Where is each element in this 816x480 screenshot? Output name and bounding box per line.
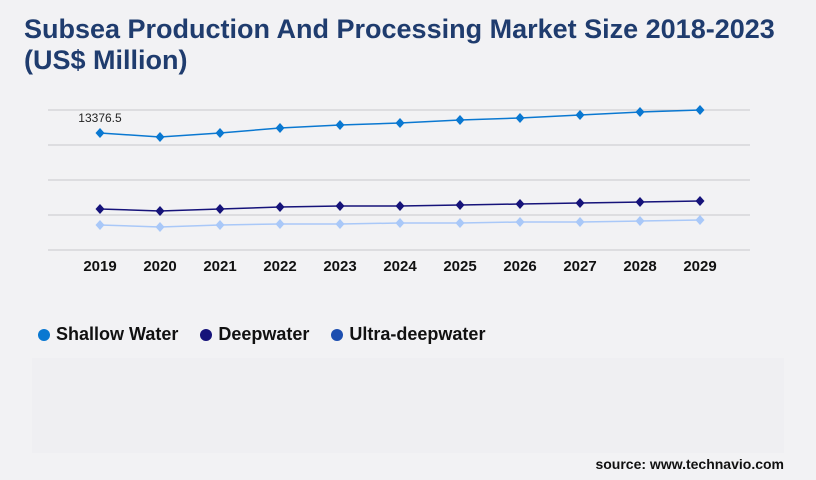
legend-item-ultra-deepwater[interactable]: Ultra-deepwater (331, 324, 485, 345)
data-point (335, 219, 345, 230)
data-point (155, 221, 165, 232)
legend-item-shallow-water[interactable]: Shallow Water (38, 324, 178, 345)
data-point (695, 105, 705, 115)
data-point (395, 217, 405, 228)
x-tick-label: 2023 (323, 258, 356, 275)
data-point (575, 217, 585, 227)
data-point (455, 217, 465, 228)
data-point (275, 122, 285, 133)
x-tick-label: 2025 (443, 258, 476, 275)
data-point (635, 196, 645, 207)
data-point (275, 202, 285, 213)
x-tick-label: 2020 (143, 258, 176, 275)
data-point (515, 112, 525, 123)
x-tick-label: 2019 (83, 258, 116, 275)
data-label: 13376.5 (78, 111, 122, 125)
data-point (155, 132, 165, 143)
data-point (215, 220, 225, 231)
data-point (155, 206, 165, 217)
data-point (455, 115, 465, 126)
data-point (95, 127, 105, 138)
data-point (575, 109, 585, 120)
x-tick-label: 2026 (503, 258, 536, 275)
legend-marker (38, 328, 50, 341)
legend-label: Deepwater (218, 324, 310, 344)
data-point (335, 119, 345, 130)
background-panel (32, 358, 784, 453)
source-text: source: www.technavio.com (595, 456, 784, 472)
data-point (275, 219, 285, 230)
data-point (215, 128, 225, 139)
legend-marker (331, 328, 344, 341)
data-point (635, 216, 645, 227)
data-point (455, 199, 465, 210)
data-point (215, 203, 225, 214)
data-point (695, 214, 705, 225)
data-point (695, 196, 705, 206)
data-point (515, 199, 525, 210)
x-tick-label: 2028 (623, 258, 656, 275)
data-point (515, 217, 525, 227)
x-tick-label: 2022 (263, 258, 296, 275)
x-tick-label: 2027 (563, 258, 596, 275)
x-tick-label: 2024 (383, 258, 417, 275)
data-point (575, 198, 585, 209)
legend-item-deepwater[interactable]: Deepwater (200, 324, 309, 345)
chart-title: Subsea Production And Processing Market … (24, 14, 775, 75)
x-tick-label: 2029 (683, 258, 716, 275)
data-point (635, 107, 645, 118)
legend-label: Ultra-deepwater (349, 324, 486, 344)
data-point (95, 220, 105, 231)
data-point (395, 200, 405, 211)
legend-label: Shallow Water (56, 324, 179, 344)
legend: Shallow Water Deepwater Ultra-deepwater (38, 324, 485, 345)
x-tick-label: 2021 (203, 258, 236, 275)
data-point (95, 203, 105, 214)
data-point (335, 200, 345, 211)
legend-marker (200, 328, 213, 341)
data-point (395, 118, 405, 129)
